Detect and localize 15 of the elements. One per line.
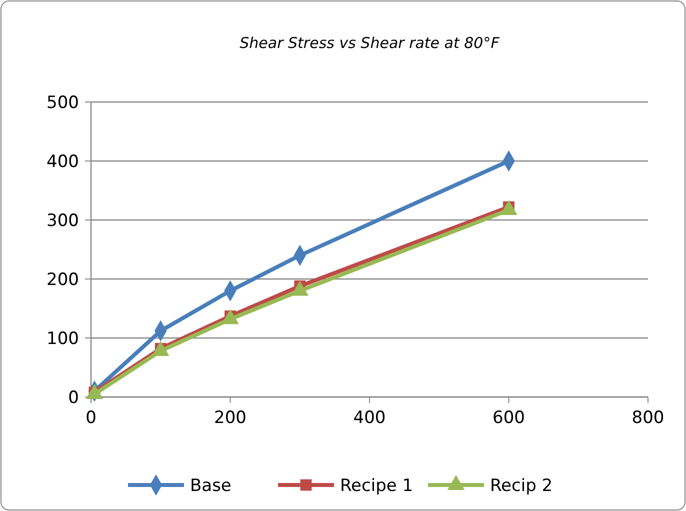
chart-title: Shear Stress vs Shear rate at 80°F — [240, 34, 500, 52]
legend-label: Base — [190, 476, 232, 496]
x-tick-label: 800 — [632, 408, 664, 428]
x-tick-label: 200 — [214, 408, 246, 428]
legend-label: Recipe 1 — [340, 476, 414, 496]
y-tick-label: 200 — [46, 270, 79, 290]
y-tick-label: 500 — [46, 92, 79, 113]
y-tick-label: 0 — [68, 388, 79, 408]
y-tick-label: 400 — [46, 152, 79, 172]
x-tick-label: 0 — [86, 408, 96, 428]
legend-label: Recip 2 — [490, 476, 553, 496]
y-tick-label: 300 — [46, 210, 79, 231]
y-tick-label: 100 — [46, 328, 79, 349]
x-tick-label: 400 — [353, 408, 386, 428]
x-tick-label: 600 — [492, 408, 525, 428]
